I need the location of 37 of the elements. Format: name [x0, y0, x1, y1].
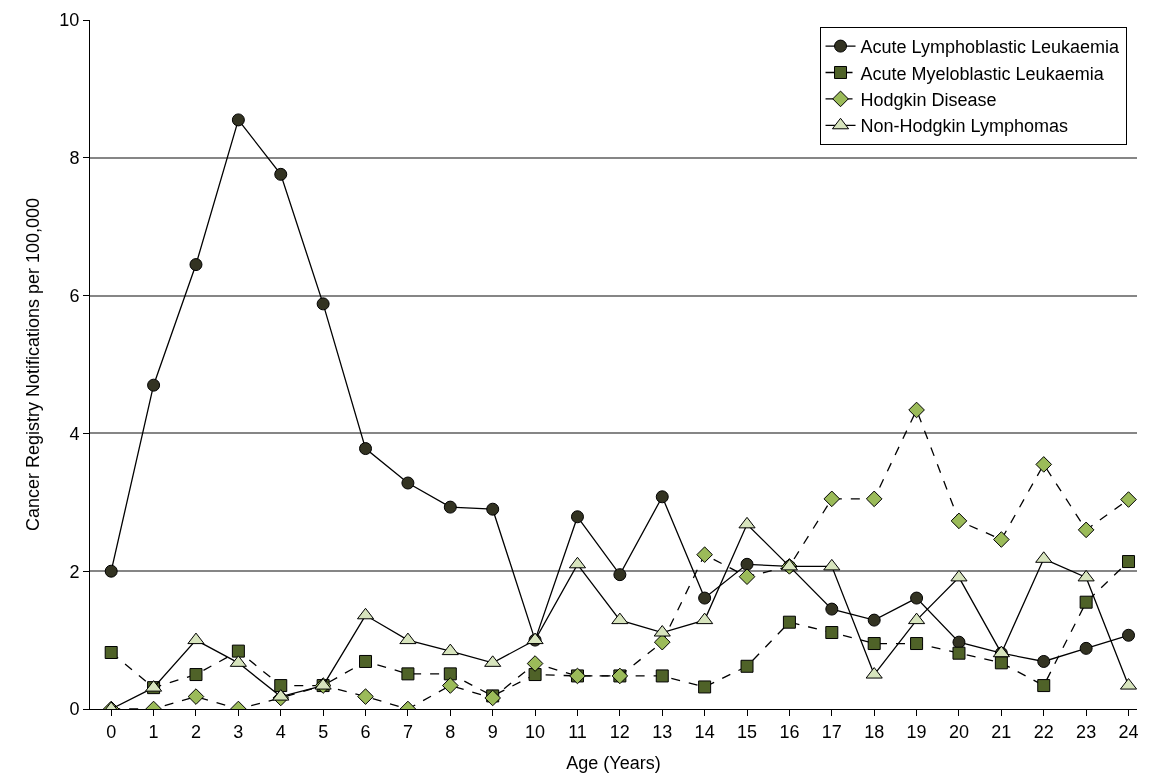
y-tick-label: 10 — [59, 10, 80, 31]
x-tick-label: 21 — [991, 721, 1012, 742]
x-tick-label: 10 — [525, 721, 546, 742]
x-tick-label: 19 — [906, 721, 927, 742]
x-tick-label: 14 — [694, 721, 715, 742]
legend-label: Hodgkin Disease — [860, 89, 997, 110]
y-tick-label: 8 — [69, 148, 80, 169]
x-tick-label: 15 — [737, 721, 758, 742]
x-tick-label: 18 — [864, 721, 885, 742]
y-tick-label: 4 — [69, 423, 80, 444]
x-tick-label: 11 — [568, 721, 587, 742]
x-tick-label: 13 — [652, 721, 673, 742]
x-tick-label: 2 — [190, 721, 201, 742]
y-tick-label: 0 — [69, 699, 80, 720]
x-tick-label: 4 — [275, 721, 286, 742]
x-tick-label: 7 — [402, 721, 413, 742]
x-tick-label: 3 — [233, 721, 244, 742]
x-tick-label: 8 — [445, 721, 456, 742]
legend-label: Acute Lymphoblastic Leukaemia — [860, 37, 1120, 58]
legend-label: Acute Myeloblastic Leukaemia — [860, 63, 1105, 84]
x-tick-label: 20 — [948, 721, 969, 742]
x-tick-label: 22 — [1033, 721, 1054, 742]
x-tick-label: 23 — [1076, 721, 1097, 742]
x-tick-label: 1 — [148, 721, 159, 742]
y-tick-label: 2 — [69, 561, 80, 582]
y-tick-label: 6 — [69, 285, 80, 306]
y-axis-title: Cancer Registry Notifications per 100,000 — [22, 197, 43, 532]
x-tick-label: 0 — [106, 721, 117, 742]
x-tick-label: 5 — [318, 721, 329, 742]
x-tick-label: 16 — [779, 721, 800, 742]
x-tick-label: 24 — [1118, 721, 1139, 742]
x-tick-label: 9 — [487, 721, 498, 742]
x-axis-title: Age (Years) — [566, 752, 661, 773]
x-tick-label: 12 — [609, 721, 630, 742]
x-tick-label: 17 — [821, 721, 842, 742]
x-tick-label: 6 — [360, 721, 371, 742]
legend-label: Non-Hodgkin Lymphomas — [860, 116, 1068, 137]
